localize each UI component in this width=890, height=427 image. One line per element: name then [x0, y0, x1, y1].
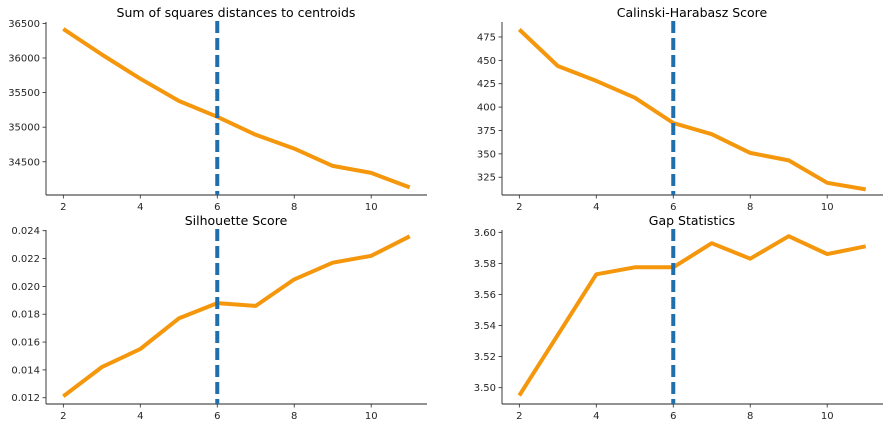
- x-tick-label: 10: [365, 411, 378, 422]
- data-point: [864, 244, 868, 248]
- chart-title: Silhouette Score: [185, 213, 288, 228]
- data-point: [556, 333, 560, 337]
- data-point: [517, 393, 521, 397]
- data-point: [369, 171, 373, 175]
- x-tick-label: 4: [593, 411, 599, 422]
- data-point: [177, 99, 181, 103]
- data-point: [138, 77, 142, 81]
- data-point: [100, 365, 104, 369]
- x-tick-label: 6: [670, 411, 676, 422]
- data-point: [825, 252, 829, 256]
- x-tick-label: 2: [60, 202, 66, 213]
- y-tick-label: 0.016: [11, 338, 40, 349]
- x-tick-label: 8: [291, 411, 297, 422]
- x-tick-label: 10: [365, 202, 378, 213]
- data-point: [138, 347, 142, 351]
- x-tick-label: 8: [747, 202, 753, 213]
- y-tick-label: 36000: [8, 53, 40, 64]
- x-tick-label: 2: [60, 411, 66, 422]
- y-tick-label: 400: [477, 103, 496, 114]
- chart-title: Sum of squares distances to centroids: [117, 5, 356, 20]
- y-tick-label: 0.014: [11, 365, 40, 376]
- x-tick-label: 4: [137, 202, 143, 213]
- y-tick-label: 375: [477, 126, 496, 137]
- data-point: [61, 394, 65, 398]
- chart-title: Gap Statistics: [649, 213, 735, 228]
- data-point: [633, 265, 637, 269]
- data-point: [100, 53, 104, 57]
- y-tick-label: 0.022: [11, 254, 40, 265]
- data-point: [748, 257, 752, 261]
- y-tick-label: 0.020: [11, 282, 40, 293]
- data-point: [710, 132, 714, 136]
- x-tick-label: 10: [821, 202, 834, 213]
- x-tick-label: 2: [516, 202, 522, 213]
- data-point: [787, 158, 791, 162]
- data-point: [292, 277, 296, 281]
- x-tick-label: 6: [214, 411, 220, 422]
- x-tick-label: 4: [137, 411, 143, 422]
- data-point: [556, 64, 560, 68]
- y-tick-label: 36500: [8, 19, 40, 30]
- x-tick-label: 2: [516, 411, 522, 422]
- series-line: [517, 234, 867, 397]
- data-point: [517, 27, 521, 31]
- chart-title: Calinski-Harabasz Score: [617, 5, 768, 20]
- y-tick-label: 35500: [8, 88, 40, 99]
- data-point: [61, 27, 65, 31]
- x-tick-label: 10: [821, 411, 834, 422]
- data-point: [369, 254, 373, 258]
- data-point: [177, 316, 181, 320]
- subplot-sum-of-squares: Sum of squares distances to centroids 2 4…: [8, 5, 427, 213]
- y-tick-label: 0.012: [11, 393, 40, 404]
- y-tick-label: 3.58: [474, 259, 496, 270]
- y-tick-label: 3.52: [474, 352, 496, 363]
- data-point: [633, 96, 637, 100]
- x-tick-label: 8: [747, 411, 753, 422]
- x-tick-label: 6: [670, 202, 676, 213]
- y-tick-label: 450: [477, 56, 496, 67]
- y-tick-label: 475: [477, 32, 496, 43]
- data-point: [254, 133, 258, 137]
- data-point: [408, 185, 412, 189]
- data-point: [787, 234, 791, 238]
- data-point: [748, 151, 752, 155]
- subplot-gap-statistics: Gap Statistics 2 4 6 8 10 3.50 3.52 3.54 3.56 3.5…: [474, 213, 883, 422]
- y-tick-label: 34500: [8, 157, 40, 168]
- data-point: [825, 181, 829, 185]
- y-tick-label: 3.54: [474, 321, 496, 332]
- x-tick-label: 8: [291, 202, 297, 213]
- data-point: [331, 261, 335, 265]
- y-tick-label: 3.50: [474, 383, 496, 394]
- y-tick-label: 35000: [8, 123, 40, 134]
- y-tick-label: 0.024: [11, 226, 40, 237]
- y-tick-label: 325: [477, 173, 496, 184]
- x-tick-label: 4: [593, 202, 599, 213]
- y-tick-label: 350: [477, 149, 496, 160]
- series-line: [62, 234, 411, 398]
- y-tick-label: 3.60: [474, 228, 496, 239]
- series-line: [62, 27, 411, 190]
- data-point: [292, 147, 296, 151]
- subplot-silhouette: Silhouette Score 2 4 6 8 10 0.012 0.014 0.016 0.…: [11, 213, 427, 422]
- data-point: [408, 234, 412, 238]
- data-point: [710, 241, 714, 245]
- y-tick-label: 3.56: [474, 290, 496, 301]
- data-point: [331, 164, 335, 168]
- data-point: [594, 79, 598, 83]
- subplot-calinski-harabasz: Calinski-Harabasz Score 2 4 6 8 10 325 350 375 4…: [477, 5, 883, 213]
- data-point: [254, 304, 258, 308]
- data-point: [594, 272, 598, 276]
- series-line: [517, 28, 867, 192]
- x-tick-label: 6: [214, 202, 220, 213]
- y-tick-label: 425: [477, 79, 496, 90]
- y-tick-label: 0.018: [11, 310, 40, 321]
- data-point: [864, 187, 868, 191]
